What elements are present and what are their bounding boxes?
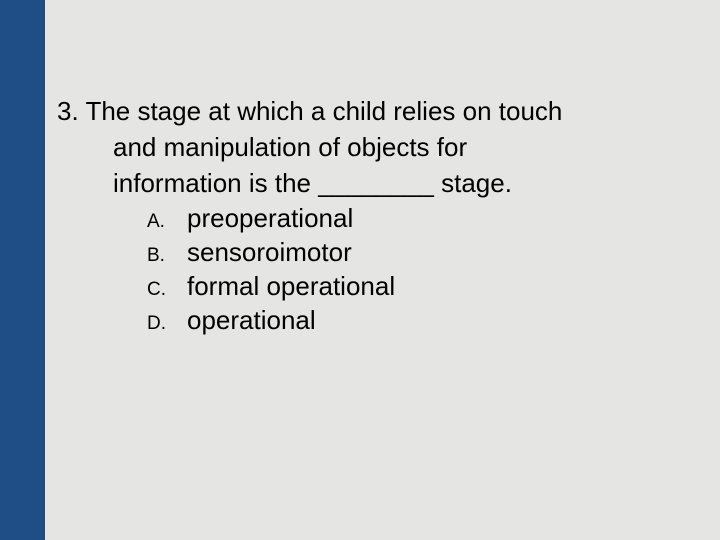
question-line-1: 3. The stage at which a child relies on … <box>57 95 697 129</box>
option-letter: D. <box>147 312 187 337</box>
option-a: A. preoperational <box>147 202 697 236</box>
left-sidebar-accent <box>0 0 45 540</box>
option-text: sensoroimotor <box>187 236 352 270</box>
question-line-2: and manipulation of objects for <box>57 131 697 165</box>
option-text: formal operational <box>187 270 395 304</box>
option-letter: A. <box>147 210 187 235</box>
option-c: C. formal operational <box>147 270 697 304</box>
option-text: preoperational <box>187 202 353 236</box>
question-line-3: information is the ________ stage. <box>57 167 697 201</box>
option-d: D. operational <box>147 304 697 338</box>
option-text: operational <box>187 304 316 338</box>
option-letter: B. <box>147 244 187 269</box>
slide-content: 3. The stage at which a child relies on … <box>57 95 697 338</box>
options-list: A. preoperational B. sensoroimotor C. fo… <box>57 202 697 337</box>
option-b: B. sensoroimotor <box>147 236 697 270</box>
option-letter: C. <box>147 278 187 303</box>
